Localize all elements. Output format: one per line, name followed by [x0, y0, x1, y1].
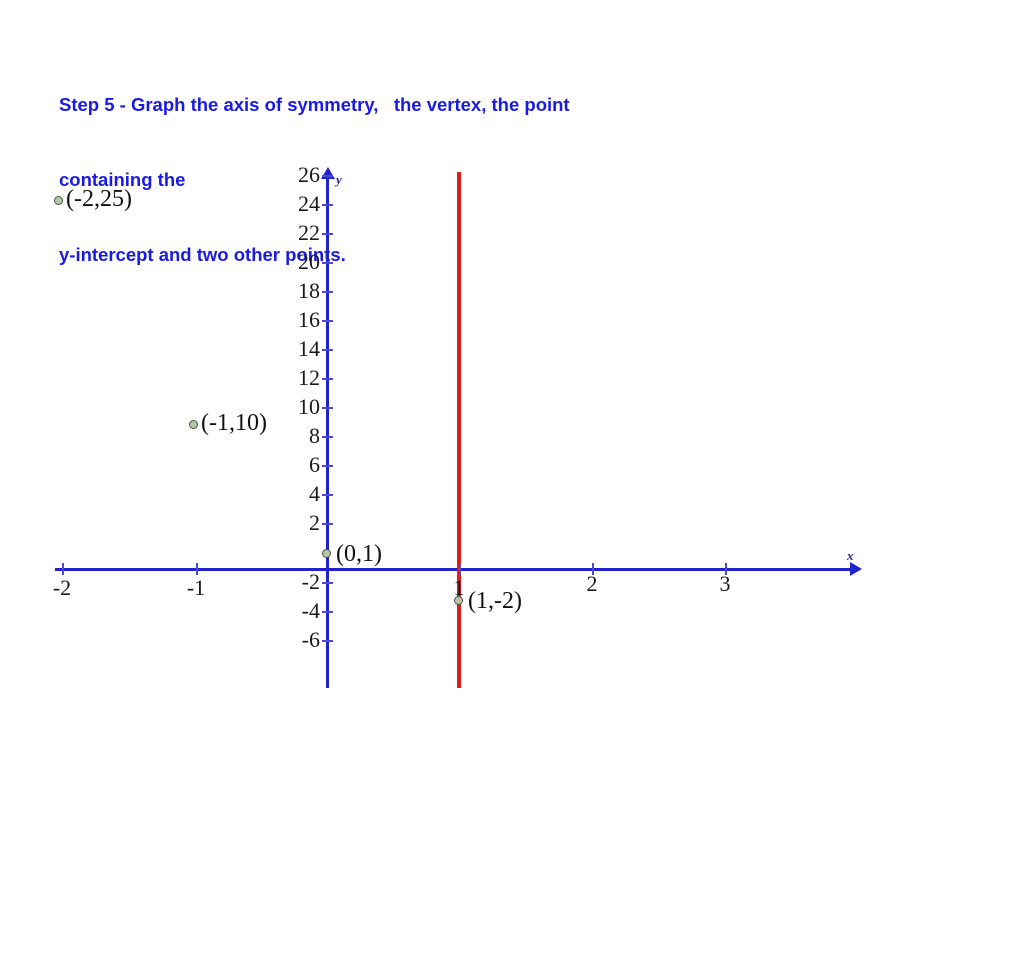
- x-tick-label: 3: [719, 571, 731, 596]
- slide-title-line-1: Step 5 - Graph the axis of symmetry, the…: [59, 94, 570, 115]
- point-marker-neg1-10: [189, 420, 198, 429]
- y-tick-label: 22: [276, 222, 320, 244]
- x-tick-label: 1: [453, 575, 465, 600]
- y-tick-label-text: 20: [298, 249, 320, 274]
- slide-title-line-2: containing the: [59, 169, 186, 190]
- y-axis-arrow-icon: [321, 167, 335, 179]
- y-tick-label: 8: [276, 425, 320, 447]
- y-axis-line: [326, 177, 329, 688]
- x-tick-label: -2: [52, 575, 72, 600]
- point-marker-0-1: [322, 549, 331, 558]
- y-tick-label-text: -4: [301, 598, 320, 623]
- x-tick-mark: [592, 563, 594, 575]
- y-tick-label: -4: [276, 600, 320, 622]
- y-tick-label-text: 10: [298, 394, 320, 419]
- x-axis-line: [55, 568, 852, 571]
- point-coordinate-label: (-1,10): [201, 410, 267, 436]
- y-tick-label: -6: [276, 629, 320, 651]
- x-tick-mark: [459, 563, 461, 575]
- y-tick-label: 4: [276, 483, 320, 505]
- y-tick-mark: [322, 436, 333, 438]
- x-tick-mark: [62, 563, 64, 575]
- x-tick-mark: [725, 563, 727, 575]
- y-tick-label: -2: [276, 571, 320, 593]
- axis-of-symmetry-line: [457, 172, 461, 688]
- y-tick-mark: [322, 523, 333, 525]
- y-tick-mark: [322, 262, 333, 264]
- slide-title: Step 5 - Graph the axis of symmetry, the…: [59, 42, 759, 292]
- y-tick-label-text: 18: [298, 278, 320, 303]
- y-tick-mark: [322, 640, 333, 642]
- y-tick-label-text: 2: [309, 510, 320, 535]
- y-tick-label-text: 26: [298, 162, 320, 187]
- y-axis-label: y: [336, 172, 342, 187]
- y-tick-label: 2: [276, 512, 320, 534]
- y-tick-label-text: -6: [301, 627, 320, 652]
- x-tick-mark: [196, 563, 198, 575]
- x-tick-label: 2: [586, 571, 598, 596]
- y-tick-label: 16: [276, 309, 320, 331]
- y-tick-mark: [322, 407, 333, 409]
- y-tick-mark: [322, 320, 333, 322]
- y-tick-mark: [322, 611, 333, 613]
- y-tick-label: 14: [276, 338, 320, 360]
- y-tick-label-text: 24: [298, 191, 320, 216]
- y-tick-label-text: 22: [298, 220, 320, 245]
- point-coordinate-label: (-2,25): [66, 186, 132, 212]
- y-tick-mark: [322, 175, 333, 177]
- slide-title-line-3: y-intercept and two other points.: [59, 244, 346, 265]
- y-tick-label-text: 14: [298, 336, 320, 361]
- y-tick-label: 18: [276, 280, 320, 302]
- y-tick-mark: [322, 494, 333, 496]
- x-axis-arrow-icon: [850, 562, 862, 576]
- y-tick-label-text: -2: [301, 569, 320, 594]
- y-tick-label: 24: [276, 193, 320, 215]
- y-tick-label: 20: [276, 251, 320, 273]
- point-coordinate-label: (1,-2): [468, 588, 522, 614]
- x-tick-label: -1: [186, 575, 206, 600]
- y-tick-label: 12: [276, 367, 320, 389]
- y-tick-mark: [322, 465, 333, 467]
- y-tick-label-text: 4: [309, 481, 320, 506]
- y-tick-mark: [322, 582, 333, 584]
- point-coordinate-label: (0,1): [336, 541, 382, 567]
- y-tick-label-text: 16: [298, 307, 320, 332]
- x-axis-label: x: [847, 548, 854, 563]
- y-tick-label: 26: [276, 164, 320, 186]
- y-tick-label: 10: [276, 396, 320, 418]
- y-tick-mark: [322, 204, 333, 206]
- y-tick-label: 6: [276, 454, 320, 476]
- y-tick-mark: [322, 378, 333, 380]
- point-marker-1-neg2: [454, 596, 463, 605]
- y-tick-mark: [322, 349, 333, 351]
- point-marker-neg2-25: [54, 196, 63, 205]
- y-tick-mark: [322, 291, 333, 293]
- y-tick-label-text: 8: [309, 423, 320, 448]
- y-tick-mark: [322, 233, 333, 235]
- y-tick-label-text: 12: [298, 365, 320, 390]
- y-tick-label-text: 6: [309, 452, 320, 477]
